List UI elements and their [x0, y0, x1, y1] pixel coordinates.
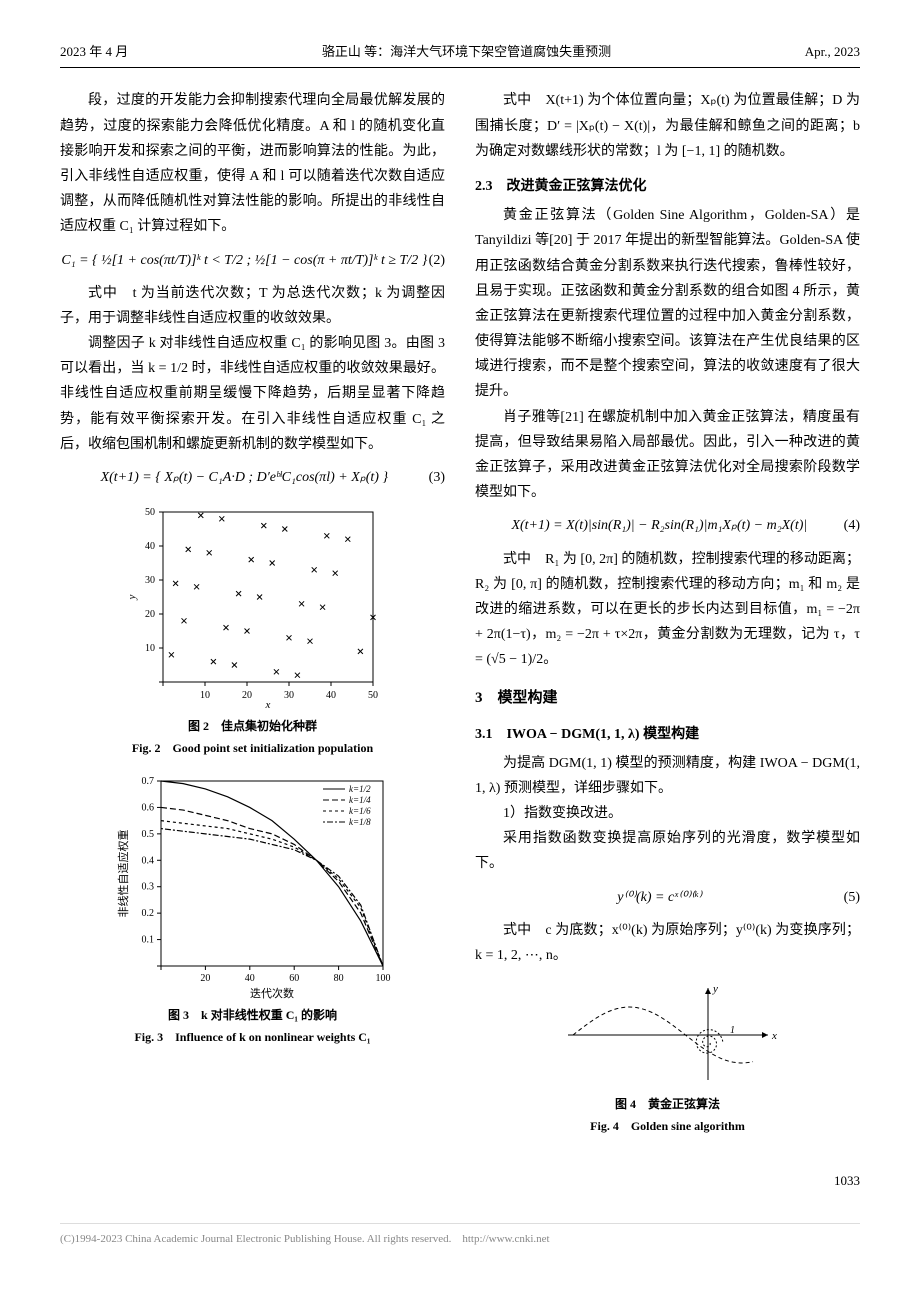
svg-text:k=1/4: k=1/4	[349, 795, 371, 805]
svg-text:k=1/6: k=1/6	[349, 806, 371, 816]
para-l3: 调整因子 k 对非线性自适应权重 C₁ 的影响见图 3。由图 3 可以看出，当 …	[60, 331, 445, 457]
para-r6: 1）指数变换改进。	[475, 801, 860, 826]
figure-2: 10 10 20 20 30 30 40 40 50 50 x y 图 2 佳点集初始化种群 Fig.…	[60, 502, 445, 759]
diagram: x y 1	[558, 980, 778, 1090]
para-r3: 肖子雅等[21] 在螺旋机制中加入黄金正弦算法，精度虽有提高，但导致结果易陷入局…	[475, 405, 860, 506]
equation-4: X(t+1) = X(t)|sin(R₁)| − R₂sin(R₁)|m₁Xₚ(…	[475, 513, 860, 538]
fig4-caption-cn: 图 4 黄金正弦算法	[475, 1094, 860, 1116]
two-column-layout: 段，过度的开发能力会抑制搜索代理向全局最优解发展的趋势，过度的探索能力会降低优化…	[60, 88, 860, 1149]
header-right: Apr., 2023	[805, 40, 860, 63]
para-r1: 式中 X(t+1) 为个体位置向量；Xₚ(t) 为位置最佳解；D 为围捕长度；D…	[475, 88, 860, 164]
svg-text:10: 10	[145, 643, 155, 654]
fig3-caption-cn: 图 3 k 对非线性权重 C₁ 的影响	[60, 1005, 445, 1027]
para-r8: 式中 c 为底数；x⁽⁰⁾(k) 为原始序列；y⁽⁰⁾(k) 为变换序列；k =…	[475, 918, 860, 968]
svg-text:50: 50	[145, 507, 155, 518]
svg-text:40: 40	[244, 973, 254, 984]
figure-3: 204060801000.10.20.30.40.50.60.7k=1/2k=1…	[60, 771, 445, 1048]
svg-text:20: 20	[242, 690, 252, 701]
para-r4: 式中 R₁ 为 [0, 2π] 的随机数，控制搜索代理的移动距离；R₂ 为 [0…	[475, 547, 860, 673]
svg-text:x: x	[264, 699, 270, 711]
svg-text:0.1: 0.1	[141, 935, 154, 946]
fig2-caption-en: Fig. 2 Good point set initialization pop…	[60, 738, 445, 760]
svg-text:y: y	[126, 595, 138, 601]
equation-5: y⁽⁰⁾(k) = cˣ⁽⁰⁾⁽ᵏ⁾ (5)	[475, 885, 860, 910]
section-3-title: 3 模型构建	[475, 685, 860, 712]
svg-text:k=1/8: k=1/8	[349, 817, 371, 827]
header-left: 2023 年 4 月	[60, 40, 128, 63]
svg-text:40: 40	[326, 690, 336, 701]
right-column: 式中 X(t+1) 为个体位置向量；Xₚ(t) 为位置最佳解；D 为围捕长度；D…	[475, 88, 860, 1149]
svg-text:非线性自适应权重: 非线性自适应权重	[116, 830, 130, 918]
equation-2: C₁ = { ½[1 + cos(πt/T)]ᵏ t < T/2 ; ½[1 −…	[60, 248, 445, 273]
svg-text:80: 80	[333, 973, 343, 984]
left-column: 段，过度的开发能力会抑制搜索代理向全局最优解发展的趋势，过度的探索能力会降低优化…	[60, 88, 445, 1149]
svg-text:k=1/2: k=1/2	[349, 784, 371, 794]
fig4-caption-en: Fig. 4 Golden sine algorithm	[475, 1116, 860, 1138]
svg-text:x: x	[771, 1030, 777, 1042]
svg-text:20: 20	[200, 973, 210, 984]
svg-text:迭代次数: 迭代次数	[250, 986, 294, 1000]
svg-text:50: 50	[368, 690, 378, 701]
svg-text:100: 100	[375, 973, 390, 984]
para-r7: 采用指数函数变换提高原始序列的光滑度，数学模型如下。	[475, 826, 860, 876]
svg-text:1: 1	[730, 1025, 735, 1036]
equation-3: X(t+1) = { Xₚ(t) − C₁A·D ; D′eᵇˡC₁cos(πl…	[60, 465, 445, 490]
scatter-chart: 10 10 20 20 30 30 40 40 50 50 x y	[123, 502, 383, 712]
svg-text:0.4: 0.4	[141, 856, 154, 867]
fig3-caption-en: Fig. 3 Influence of k on nonlinear weigh…	[60, 1027, 445, 1049]
line-chart: 204060801000.10.20.30.40.50.60.7k=1/2k=1…	[113, 771, 393, 1001]
para-l2: 式中 t 为当前迭代次数；T 为总迭代次数；k 为调整因子，用于调整非线性自适应…	[60, 281, 445, 331]
svg-text:y: y	[712, 983, 718, 995]
para-r2: 黄金正弦算法（Golden Sine Algorithm，Golden-SA）是…	[475, 203, 860, 405]
header-center: 骆正山 等：海洋大气环境下架空管道腐蚀失重预测	[322, 40, 611, 63]
footer: (C)1994-2023 China Academic Journal Elec…	[60, 1223, 860, 1250]
para-r5: 为提高 DGM(1, 1) 模型的预测精度，构建 IWOA − DGM(1, 1…	[475, 751, 860, 801]
page-header: 2023 年 4 月 骆正山 等：海洋大气环境下架空管道腐蚀失重预测 Apr.,…	[60, 40, 860, 68]
section-2-3-title: 2.3 改进黄金正弦算法优化	[475, 174, 860, 199]
svg-text:40: 40	[145, 541, 155, 552]
para-l1: 段，过度的开发能力会抑制搜索代理向全局最优解发展的趋势，过度的探索能力会降低优化…	[60, 88, 445, 239]
svg-text:20: 20	[145, 609, 155, 620]
svg-text:0.3: 0.3	[141, 882, 154, 893]
svg-text:0.5: 0.5	[141, 829, 154, 840]
figure-4: x y 1 图 4 黄金正弦算法 Fig. 4 Golden sine algori…	[475, 980, 860, 1137]
fig2-caption-cn: 图 2 佳点集初始化种群	[60, 716, 445, 738]
svg-text:60: 60	[289, 973, 299, 984]
svg-text:30: 30	[145, 575, 155, 586]
svg-text:10: 10	[200, 690, 210, 701]
svg-text:0.7: 0.7	[141, 776, 154, 787]
svg-text:0.6: 0.6	[141, 803, 154, 814]
svg-text:0.2: 0.2	[141, 909, 154, 920]
svg-text:30: 30	[284, 690, 294, 701]
section-3-1-title: 3.1 IWOA − DGM(1, 1, λ) 模型构建	[475, 722, 860, 747]
page-number: 1033	[60, 1169, 860, 1192]
